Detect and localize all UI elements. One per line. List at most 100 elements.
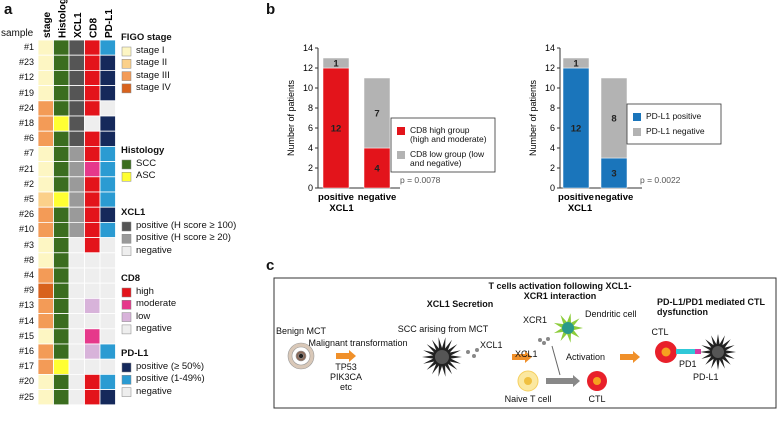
legend-label: positive (H score ≥ 20) xyxy=(136,232,231,244)
label: TP53 xyxy=(335,362,357,372)
label: Naive T cell xyxy=(504,394,552,404)
heatmap-cell xyxy=(53,115,70,132)
sample-label: #15 xyxy=(18,330,34,341)
data-label: 12 xyxy=(571,124,582,135)
y-tick-label: 6 xyxy=(308,123,313,133)
heatmap-cell xyxy=(84,115,101,132)
sample-header: sample xyxy=(1,28,34,39)
heatmap-cell xyxy=(99,145,116,162)
heatmap-cell xyxy=(37,282,54,299)
heatmap-cell xyxy=(37,206,54,223)
sample-label: #6 xyxy=(23,133,34,144)
legend-title: CD8 xyxy=(121,273,141,284)
heatmap-cell xyxy=(99,267,116,284)
heatmap-cell xyxy=(68,252,85,269)
sample-label: #10 xyxy=(18,224,34,235)
heatmap-cell xyxy=(84,85,101,102)
column-header: Histology xyxy=(57,0,68,38)
column-header: XCL1 xyxy=(73,12,84,38)
heatmap-cell xyxy=(53,373,70,390)
heatmap-cell xyxy=(37,130,54,147)
heatmap-cell xyxy=(68,282,85,299)
ctl-core xyxy=(661,347,671,357)
label: XCL1 xyxy=(515,349,538,359)
bar-segment xyxy=(600,157,628,189)
legend-swatch xyxy=(121,159,132,170)
legend-box xyxy=(390,117,496,173)
legend-label: moderate xyxy=(136,298,177,310)
data-label: 3 xyxy=(611,169,616,180)
p-value: p = 0.0022 xyxy=(640,175,681,185)
legend-swatch xyxy=(121,234,132,244)
section-title: XCL1 Secretion xyxy=(426,299,494,309)
heatmap-cell xyxy=(99,206,116,223)
y-axis-label: Number of patients xyxy=(528,79,538,156)
heatmap-cell xyxy=(84,100,101,117)
heatmap-cell xyxy=(53,221,70,238)
heatmap-cell xyxy=(37,358,54,375)
heatmap-cell xyxy=(99,54,116,71)
legend-swatch xyxy=(121,324,132,335)
heatmap-cell xyxy=(53,389,70,406)
dc-core xyxy=(562,322,574,334)
heatmap-cell xyxy=(99,85,116,102)
label: SCC arising from MCT xyxy=(397,324,489,334)
y-tick-label: 14 xyxy=(545,43,555,53)
heatmap-cell xyxy=(68,373,85,390)
legend-label: PD-L1 negative xyxy=(646,126,705,136)
heatmap-cell xyxy=(37,373,54,390)
heatmap-cell xyxy=(37,176,54,193)
sample-label: #14 xyxy=(18,315,34,326)
legend-label: positive (≥ 50%) xyxy=(136,361,205,372)
heatmap-cell xyxy=(68,206,85,223)
heatmap-cell xyxy=(68,85,85,102)
ctl-core xyxy=(593,377,601,385)
sample-label: #16 xyxy=(18,346,34,356)
heatmap-cell xyxy=(84,221,101,238)
sample-label: #8 xyxy=(23,254,34,265)
legend-swatch xyxy=(121,221,132,232)
pd1 xyxy=(676,349,696,354)
scc-core xyxy=(435,350,449,364)
legend-swatch xyxy=(121,312,132,322)
bar-segment xyxy=(363,147,391,189)
heatmap-cell xyxy=(53,343,70,360)
heatmap-cell xyxy=(68,267,85,284)
heatmap-cell xyxy=(84,70,101,87)
heatmap-cell xyxy=(84,373,101,390)
heatmap-cell xyxy=(37,39,54,56)
heatmap-cell xyxy=(84,252,101,269)
heatmap-cell xyxy=(53,70,70,87)
heatmap-cell xyxy=(37,343,54,360)
heatmap-cell xyxy=(68,115,85,132)
legend-swatch xyxy=(121,300,132,310)
bar-segment xyxy=(562,57,590,69)
tumor-core xyxy=(712,346,724,358)
legend-swatch xyxy=(121,71,132,81)
label: etc xyxy=(339,382,353,392)
arrow xyxy=(336,350,356,362)
sample-label: #19 xyxy=(18,87,34,98)
label: PIK3CA xyxy=(329,372,363,382)
heatmap-cell xyxy=(84,313,101,330)
sample-label: #9 xyxy=(23,285,34,296)
y-tick-label: 8 xyxy=(550,103,555,113)
xcl1-molecule xyxy=(475,348,479,352)
data-label: 12 xyxy=(331,124,342,135)
heatmap-cell xyxy=(53,358,70,375)
sample-label: #23 xyxy=(18,57,34,68)
heatmap-cell xyxy=(99,176,116,193)
heatmap-cell xyxy=(37,328,54,345)
panel-label: c xyxy=(266,257,275,274)
legend-box xyxy=(626,103,722,145)
x-axis-label: XCL1 xyxy=(568,203,593,214)
heatmap-cell xyxy=(99,328,116,345)
legend-swatch xyxy=(397,127,405,135)
y-tick-label: 4 xyxy=(308,143,313,153)
sample-label: #13 xyxy=(18,300,34,311)
heatmap-cell xyxy=(68,176,85,193)
legend-label: negative xyxy=(136,385,172,397)
benign-mct xyxy=(298,353,304,359)
data-label: 1 xyxy=(333,59,339,70)
